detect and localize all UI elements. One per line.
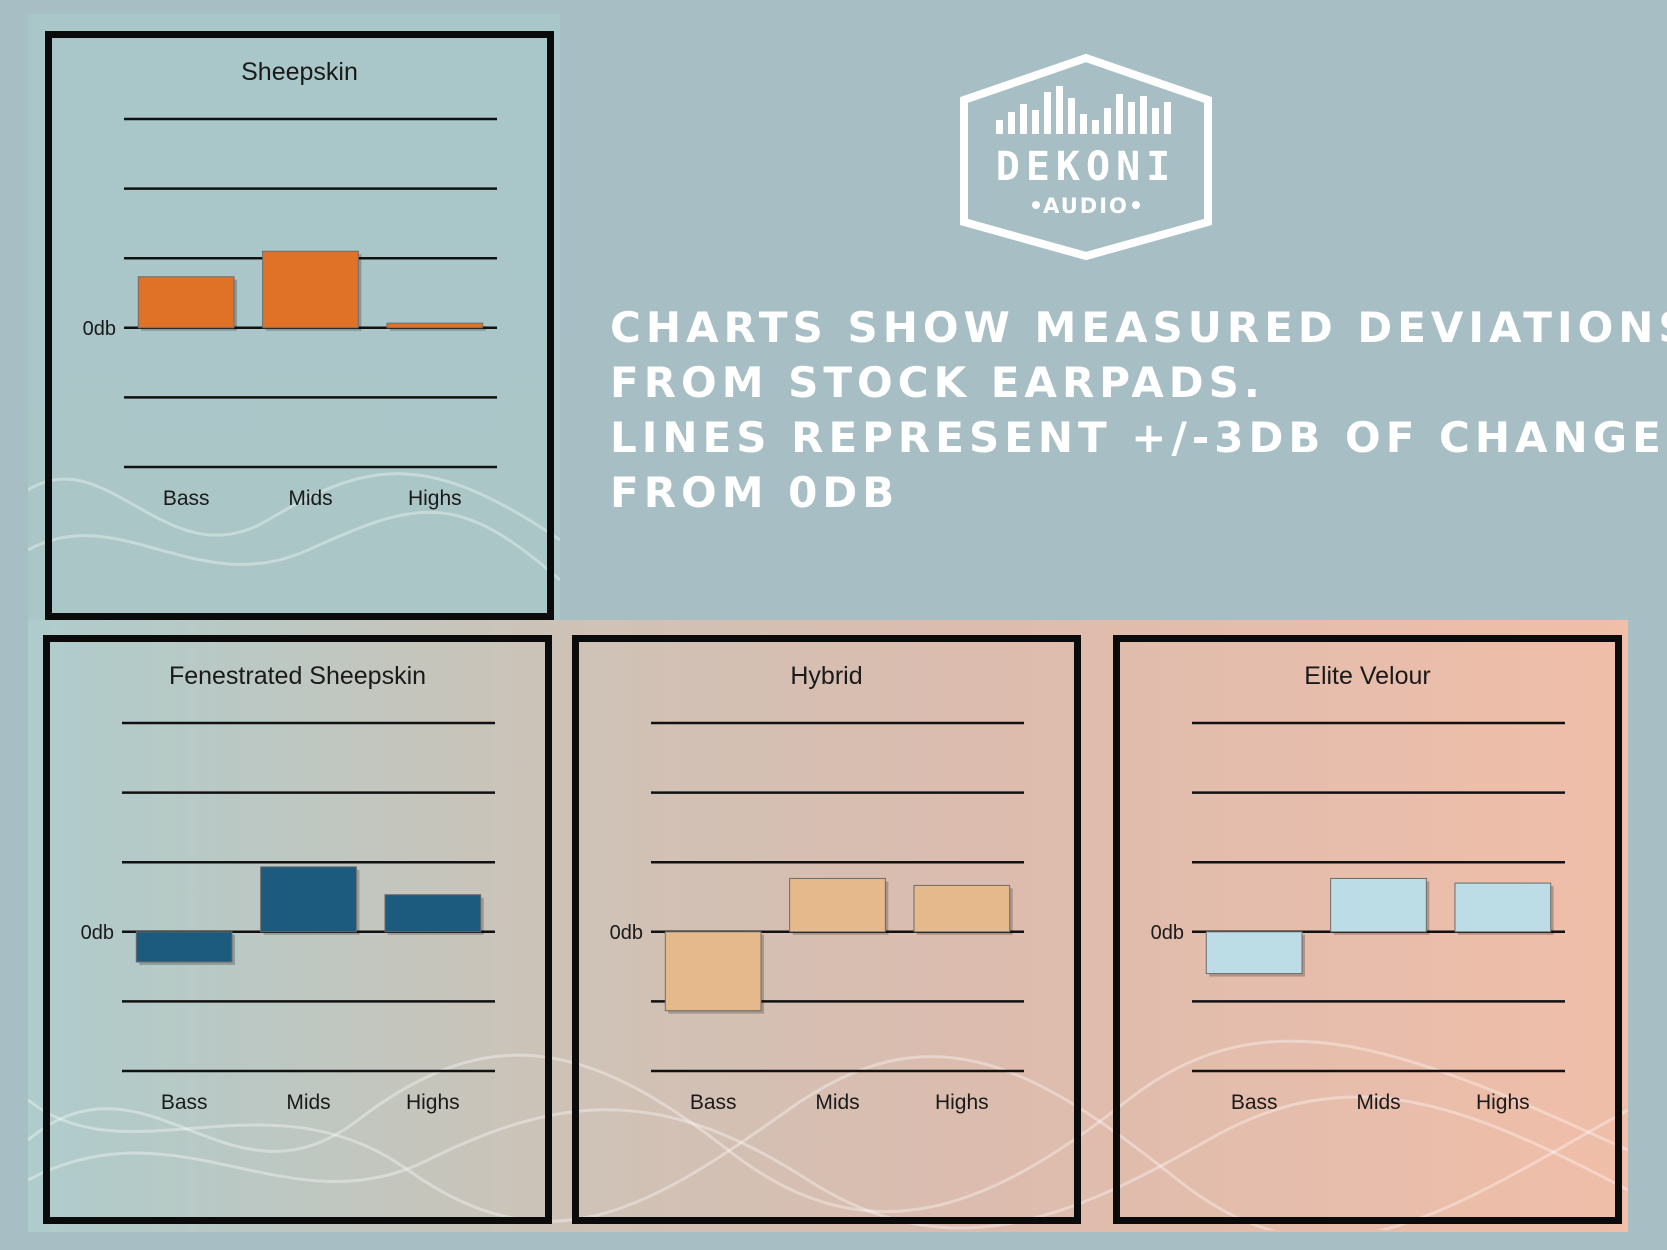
bar-mids: [262, 250, 359, 329]
chart-plot: 0db Bass Mids Highs: [83, 117, 497, 510]
headline-line: FROM STOCK EARPADS.: [610, 358, 1265, 407]
chart-title: Fenestrated Sheepskin: [168, 662, 427, 690]
logo-subtitle: AUDIO: [1043, 194, 1129, 218]
headline-line: FROM 0DB: [610, 468, 900, 517]
chart-title: Hybrid: [790, 662, 863, 690]
category-label: Mids: [288, 487, 332, 510]
chart-panel-elite-velour: Elite Velour 0db Bass Mids Highs: [1113, 635, 1622, 1224]
zero-axis-label: 0db: [81, 922, 114, 944]
category-label: Bass: [163, 487, 210, 510]
logo-wordmark: DEKONI: [996, 144, 1177, 190]
category-label: Mids: [1356, 1091, 1400, 1114]
headline-line: CHARTS SHOW MEASURED DEVIATIONS: [610, 303, 1667, 352]
chart-panel-fenestrated-sheepskin: Fenestrated Sheepskin 0db Bass Mids Highs: [43, 635, 552, 1224]
zero-axis-label: 0db: [83, 318, 116, 340]
bar-highs: [1454, 882, 1552, 933]
bar-highs: [913, 884, 1011, 933]
headline: CHARTS SHOW MEASURED DEVIATIONS FROM STO…: [610, 300, 1667, 520]
bar-mids: [1330, 877, 1427, 933]
category-label: Highs: [406, 1091, 460, 1114]
bar-shadow: [389, 326, 486, 331]
chart-plot: 0db Bass Mids Highs: [81, 721, 495, 1114]
chart-plot: 0db Bass Mids Highs: [1151, 721, 1565, 1114]
bar-bass: [664, 931, 762, 1012]
category-label: Bass: [161, 1091, 208, 1114]
bar-mids: [789, 877, 886, 933]
equalizer-bars-icon: [996, 86, 1171, 134]
category-label: Mids: [286, 1091, 330, 1114]
category-label: Highs: [935, 1091, 989, 1114]
logo-dot-left: [1032, 201, 1040, 209]
category-label: Highs: [1476, 1091, 1530, 1114]
chart-panel-hybrid: Hybrid 0db Bass Mids Highs: [572, 635, 1081, 1224]
bar-bass: [1205, 931, 1303, 975]
category-label: Mids: [815, 1091, 859, 1114]
bar-bass: [137, 276, 235, 329]
chart-panel-sheepskin: Sheepskin 0db Bass Mids Highs: [45, 31, 554, 620]
bar-highs: [386, 322, 484, 329]
chart-title: Sheepskin: [241, 58, 358, 86]
bar-bass: [135, 931, 233, 963]
chart-title: Elite Velour: [1304, 662, 1431, 690]
dekoni-logo: DEKONI AUDIO: [960, 54, 1212, 260]
bar-mids: [260, 866, 357, 933]
logo-hexagon: [960, 54, 1212, 260]
zero-axis-label: 0db: [610, 922, 643, 944]
chart-plot: 0db Bass Mids Highs: [610, 721, 1024, 1114]
headline-line: LINES REPRESENT +/-3DB OF CHANGE: [610, 413, 1666, 462]
category-label: Bass: [1231, 1091, 1278, 1114]
zero-axis-label: 0db: [1151, 922, 1184, 944]
category-label: Highs: [408, 487, 462, 510]
logo-dot-right: [1132, 201, 1140, 209]
bar-highs: [384, 894, 482, 933]
category-label: Bass: [690, 1091, 737, 1114]
